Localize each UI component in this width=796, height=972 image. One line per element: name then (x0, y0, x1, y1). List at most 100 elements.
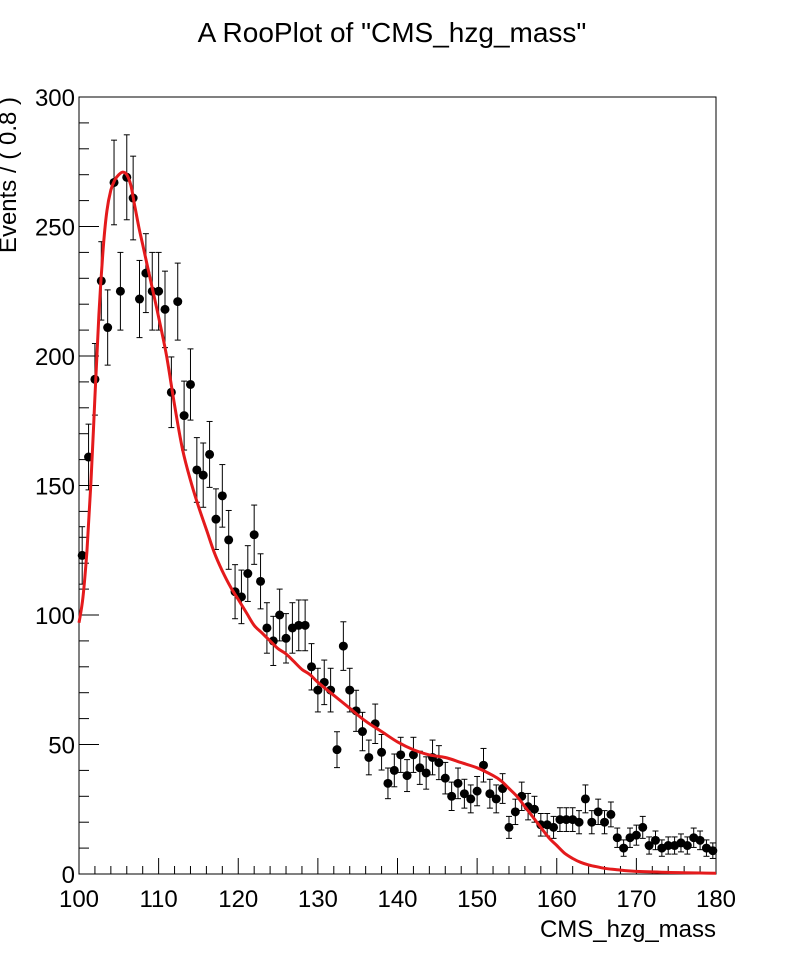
marker (555, 815, 565, 825)
x-tick-label: 100 (59, 886, 99, 913)
data-point (313, 667, 323, 713)
marker (249, 530, 259, 540)
marker (377, 747, 387, 757)
data-point (319, 659, 329, 706)
marker (281, 633, 291, 643)
marker (472, 786, 482, 796)
data-point (408, 736, 418, 773)
data-point (638, 815, 648, 839)
data-point (440, 761, 450, 795)
fit-curve (77, 170, 717, 875)
marker (135, 294, 145, 304)
data-point (434, 745, 444, 781)
marker (650, 835, 660, 845)
marker (612, 833, 622, 843)
data-point (529, 795, 539, 823)
marker (491, 794, 501, 804)
marker (510, 807, 520, 817)
x-tick-label: 110 (139, 886, 177, 913)
data-point (459, 778, 469, 809)
marker (256, 576, 266, 586)
data-point (472, 775, 482, 807)
x-tick-label: 140 (377, 886, 417, 913)
data-points (77, 134, 718, 859)
data-point (236, 569, 246, 625)
x-tick-label: 120 (218, 886, 258, 913)
y-tick-label: 200 (35, 344, 75, 371)
data-point (198, 442, 208, 508)
data-point (262, 602, 272, 654)
x-axis-label: CMS_hzg_mass (540, 916, 716, 943)
marker (695, 835, 705, 845)
data-point (549, 815, 559, 839)
data-point (650, 830, 660, 851)
y-tick-label: 0 (62, 862, 75, 889)
marker (580, 794, 590, 804)
y-tick-label: 100 (35, 603, 75, 630)
y-axis-label: Events / ( 0.8 ) (0, 97, 22, 253)
marker (300, 620, 310, 630)
data-point (478, 747, 488, 783)
marker (415, 763, 425, 773)
marker (211, 514, 221, 524)
marker (408, 750, 418, 760)
data-point (275, 588, 285, 642)
marker (313, 685, 323, 695)
data-point (504, 815, 514, 839)
data-point (421, 756, 431, 790)
marker (243, 569, 253, 579)
x-tick-labels: 100 110 120 130 140 150 160 170 180 (59, 886, 736, 913)
data-point (205, 420, 215, 488)
marker (224, 535, 234, 545)
x-tick-label: 170 (616, 886, 656, 913)
data-point (224, 509, 234, 570)
data-point (574, 810, 584, 835)
data-point (383, 767, 393, 800)
data-point (491, 784, 501, 814)
x-tick-label: 150 (457, 886, 497, 913)
data-point (663, 836, 673, 855)
marker (173, 297, 183, 307)
marker (644, 841, 654, 851)
data-point (612, 827, 622, 848)
marker (154, 286, 164, 296)
marker (574, 817, 584, 827)
data-point (377, 734, 387, 771)
data-point (600, 810, 610, 835)
marker (103, 323, 113, 333)
marker (478, 760, 488, 770)
data-point (173, 262, 183, 341)
data-point (256, 553, 266, 610)
data-point (555, 807, 565, 832)
axis-ticks (78, 96, 717, 875)
data-point (217, 464, 227, 528)
x-tick-label: 160 (537, 886, 577, 913)
data-point (135, 259, 145, 339)
marker (307, 662, 317, 672)
data-point (243, 545, 253, 602)
marker (466, 794, 476, 804)
data-point (307, 643, 317, 691)
data-point (708, 842, 718, 859)
marker (205, 449, 215, 459)
marker (682, 841, 692, 851)
marker (332, 745, 342, 755)
x-tick-label: 130 (298, 886, 338, 913)
chart-title: A RooPlot of "CMS_hzg_mass" (198, 17, 587, 48)
marker (364, 752, 374, 762)
data-point (115, 251, 125, 331)
marker (198, 470, 208, 480)
y-tick-label: 250 (35, 215, 75, 242)
marker (485, 789, 495, 799)
data-point (485, 778, 495, 809)
marker (504, 822, 514, 832)
data-point (345, 667, 355, 713)
marker (185, 379, 195, 389)
marker (389, 765, 399, 775)
marker (587, 817, 597, 827)
data-point (364, 739, 374, 776)
data-point (192, 437, 202, 503)
marker (663, 841, 673, 851)
marker (440, 773, 450, 783)
